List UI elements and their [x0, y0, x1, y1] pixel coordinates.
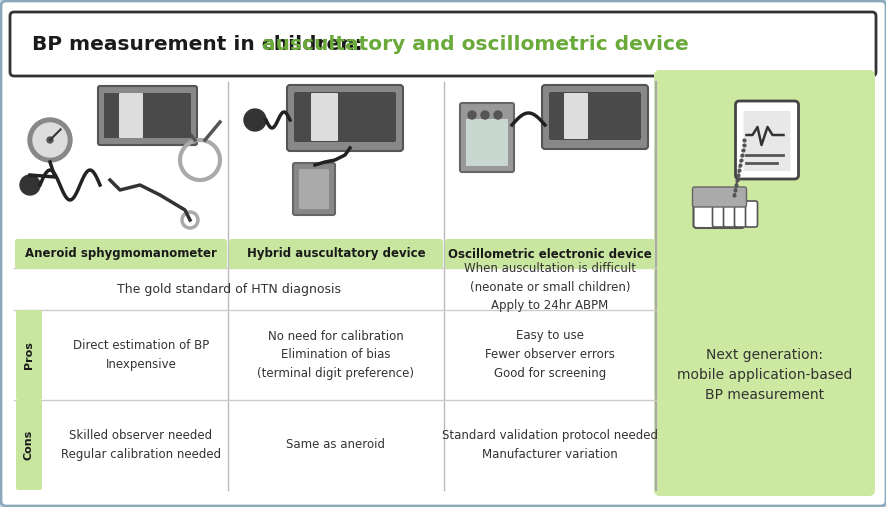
Text: Standard validation protocol needed
Manufacturer variation: Standard validation protocol needed Manu…	[441, 429, 657, 461]
FancyBboxPatch shape	[734, 201, 746, 227]
Circle shape	[494, 111, 501, 119]
FancyBboxPatch shape	[711, 201, 724, 227]
Text: auscultatory and oscillometric device: auscultatory and oscillometric device	[261, 34, 688, 54]
FancyBboxPatch shape	[16, 310, 42, 400]
FancyBboxPatch shape	[548, 92, 641, 140]
FancyBboxPatch shape	[653, 70, 874, 496]
FancyBboxPatch shape	[742, 111, 789, 171]
Text: When auscultation is difficult
(neonate or small children)
Apply to 24hr ABPM: When auscultation is difficult (neonate …	[463, 262, 635, 312]
Text: Aneroid sphygmomanometer: Aneroid sphygmomanometer	[25, 247, 217, 261]
FancyBboxPatch shape	[734, 101, 797, 179]
FancyBboxPatch shape	[692, 187, 746, 207]
Text: Cons: Cons	[24, 430, 34, 460]
Text: Hybrid auscultatory device: Hybrid auscultatory device	[246, 247, 424, 261]
FancyBboxPatch shape	[299, 169, 329, 209]
FancyBboxPatch shape	[693, 192, 743, 228]
Circle shape	[244, 109, 266, 131]
FancyBboxPatch shape	[292, 163, 335, 215]
Text: BP measurement: BP measurement	[704, 388, 823, 402]
Text: Same as aneroid: Same as aneroid	[286, 439, 385, 452]
Text: No need for calibration
Elimination of bias
(terminal digit preference): No need for calibration Elimination of b…	[257, 330, 414, 380]
FancyBboxPatch shape	[119, 93, 143, 138]
Text: mobile application-based: mobile application-based	[676, 368, 851, 382]
FancyBboxPatch shape	[287, 85, 402, 151]
Circle shape	[468, 111, 476, 119]
FancyBboxPatch shape	[311, 93, 338, 141]
Circle shape	[28, 118, 72, 162]
FancyBboxPatch shape	[15, 239, 227, 269]
Text: Direct estimation of BP
Inexpensive: Direct estimation of BP Inexpensive	[73, 339, 209, 371]
Text: Easy to use
Fewer observer errors
Good for screening: Easy to use Fewer observer errors Good f…	[485, 330, 614, 380]
Circle shape	[33, 123, 67, 157]
FancyBboxPatch shape	[460, 103, 513, 172]
Text: Oscillometric electronic device: Oscillometric electronic device	[447, 247, 651, 261]
Text: Next generation:: Next generation:	[705, 348, 822, 362]
FancyBboxPatch shape	[445, 239, 654, 269]
FancyBboxPatch shape	[229, 239, 442, 269]
FancyBboxPatch shape	[16, 400, 42, 490]
Circle shape	[480, 111, 488, 119]
FancyBboxPatch shape	[104, 93, 190, 138]
FancyBboxPatch shape	[541, 85, 648, 149]
FancyBboxPatch shape	[744, 201, 757, 227]
Circle shape	[20, 175, 40, 195]
Text: Skilled observer needed
Regular calibration needed: Skilled observer needed Regular calibrat…	[61, 429, 221, 461]
FancyBboxPatch shape	[723, 201, 734, 227]
FancyBboxPatch shape	[97, 86, 197, 145]
Text: BP measurement in children:: BP measurement in children:	[32, 34, 369, 54]
FancyBboxPatch shape	[293, 92, 395, 142]
Text: Pros: Pros	[24, 341, 34, 369]
FancyBboxPatch shape	[465, 119, 508, 166]
Text: The gold standard of HTN diagnosis: The gold standard of HTN diagnosis	[117, 282, 340, 296]
FancyBboxPatch shape	[10, 12, 875, 76]
FancyBboxPatch shape	[563, 93, 587, 139]
Circle shape	[47, 137, 53, 143]
